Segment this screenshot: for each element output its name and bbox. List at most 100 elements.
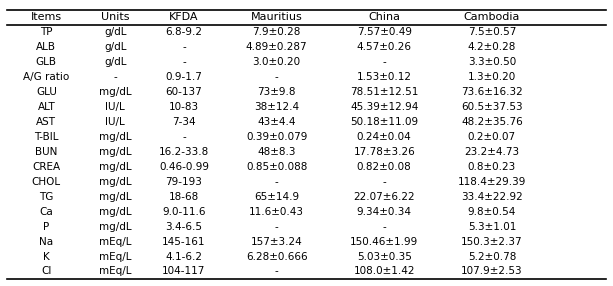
Text: 6.28±0.666: 6.28±0.666 bbox=[246, 251, 307, 261]
Text: mg/dL: mg/dL bbox=[99, 132, 131, 142]
Text: 1.3±0.20: 1.3±0.20 bbox=[468, 72, 516, 82]
Text: -: - bbox=[383, 177, 386, 187]
Text: 9.0-11.6: 9.0-11.6 bbox=[162, 207, 205, 217]
Text: mg/dL: mg/dL bbox=[99, 147, 131, 157]
Text: 38±12.4: 38±12.4 bbox=[254, 102, 299, 112]
Text: 0.46-0.99: 0.46-0.99 bbox=[159, 162, 209, 172]
Text: Ca: Ca bbox=[39, 207, 53, 217]
Text: 7-34: 7-34 bbox=[172, 117, 196, 127]
Text: GLU: GLU bbox=[36, 87, 57, 97]
Text: -: - bbox=[275, 72, 278, 82]
Text: 9.8±0.54: 9.8±0.54 bbox=[468, 207, 516, 217]
Text: -: - bbox=[182, 57, 186, 67]
Text: 10-83: 10-83 bbox=[169, 102, 199, 112]
Text: 18-68: 18-68 bbox=[169, 192, 199, 202]
Text: KFDA: KFDA bbox=[169, 12, 199, 22]
Text: Items: Items bbox=[31, 12, 62, 22]
Text: g/dL: g/dL bbox=[104, 42, 126, 52]
Text: Mauritius: Mauritius bbox=[251, 12, 302, 22]
Text: P: P bbox=[44, 222, 50, 232]
Text: g/dL: g/dL bbox=[104, 27, 126, 37]
Text: TG: TG bbox=[39, 192, 53, 202]
Text: AST: AST bbox=[36, 117, 56, 127]
Text: 16.2-33.8: 16.2-33.8 bbox=[159, 147, 209, 157]
Text: mEq/L: mEq/L bbox=[99, 251, 131, 261]
Text: 118.4±29.39: 118.4±29.39 bbox=[458, 177, 526, 187]
Text: 0.8±0.23: 0.8±0.23 bbox=[468, 162, 516, 172]
Text: Cambodia: Cambodia bbox=[463, 12, 520, 22]
Text: ALT: ALT bbox=[37, 102, 55, 112]
Text: 1.53±0.12: 1.53±0.12 bbox=[357, 72, 412, 82]
Text: 5.3±1.01: 5.3±1.01 bbox=[468, 222, 516, 232]
Text: 48.2±35.76: 48.2±35.76 bbox=[461, 117, 523, 127]
Text: 3.4-6.5: 3.4-6.5 bbox=[166, 222, 202, 232]
Text: 108.0±1.42: 108.0±1.42 bbox=[354, 267, 415, 277]
Text: 79-193: 79-193 bbox=[166, 177, 202, 187]
Text: 150.3±2.37: 150.3±2.37 bbox=[461, 237, 523, 247]
Text: A/G ratio: A/G ratio bbox=[23, 72, 69, 82]
Text: Cl: Cl bbox=[41, 267, 51, 277]
Text: GLB: GLB bbox=[36, 57, 57, 67]
Text: 0.2±0.07: 0.2±0.07 bbox=[468, 132, 516, 142]
Text: mg/dL: mg/dL bbox=[99, 207, 131, 217]
Text: 73.6±16.32: 73.6±16.32 bbox=[461, 87, 523, 97]
Text: -: - bbox=[113, 72, 117, 82]
Text: IU/L: IU/L bbox=[105, 102, 125, 112]
Text: mg/dL: mg/dL bbox=[99, 222, 131, 232]
Text: mg/dL: mg/dL bbox=[99, 177, 131, 187]
Text: 0.82±0.08: 0.82±0.08 bbox=[357, 162, 411, 172]
Text: 78.51±12.51: 78.51±12.51 bbox=[350, 87, 419, 97]
Text: 5.03±0.35: 5.03±0.35 bbox=[357, 251, 412, 261]
Text: -: - bbox=[182, 132, 186, 142]
Text: China: China bbox=[368, 12, 400, 22]
Text: mEq/L: mEq/L bbox=[99, 237, 131, 247]
Text: BUN: BUN bbox=[35, 147, 58, 157]
Text: 150.46±1.99: 150.46±1.99 bbox=[350, 237, 418, 247]
Text: T-BIL: T-BIL bbox=[34, 132, 59, 142]
Text: -: - bbox=[275, 222, 278, 232]
Text: TP: TP bbox=[40, 27, 53, 37]
Text: 4.2±0.28: 4.2±0.28 bbox=[468, 42, 516, 52]
Text: 4.89±0.287: 4.89±0.287 bbox=[246, 42, 307, 52]
Text: -: - bbox=[182, 42, 186, 52]
Text: mg/dL: mg/dL bbox=[99, 87, 131, 97]
Text: 5.2±0.78: 5.2±0.78 bbox=[468, 251, 516, 261]
Text: 0.39±0.079: 0.39±0.079 bbox=[246, 132, 307, 142]
Text: 45.39±12.94: 45.39±12.94 bbox=[350, 102, 419, 112]
Text: 65±14.9: 65±14.9 bbox=[254, 192, 299, 202]
Text: 145-161: 145-161 bbox=[162, 237, 205, 247]
Text: 3.0±0.20: 3.0±0.20 bbox=[253, 57, 300, 67]
Text: 4.1-6.2: 4.1-6.2 bbox=[166, 251, 202, 261]
Text: 11.6±0.43: 11.6±0.43 bbox=[249, 207, 304, 217]
Text: mg/dL: mg/dL bbox=[99, 192, 131, 202]
Text: -: - bbox=[383, 222, 386, 232]
Text: mg/dL: mg/dL bbox=[99, 162, 131, 172]
Text: 43±4.4: 43±4.4 bbox=[257, 117, 296, 127]
Text: 9.34±0.34: 9.34±0.34 bbox=[357, 207, 412, 217]
Text: 73±9.8: 73±9.8 bbox=[257, 87, 296, 97]
Text: 0.24±0.04: 0.24±0.04 bbox=[357, 132, 411, 142]
Text: 4.57±0.26: 4.57±0.26 bbox=[357, 42, 412, 52]
Text: 0.9-1.7: 0.9-1.7 bbox=[166, 72, 202, 82]
Text: 7.5±0.57: 7.5±0.57 bbox=[468, 27, 516, 37]
Text: Units: Units bbox=[101, 12, 129, 22]
Text: 104-117: 104-117 bbox=[162, 267, 205, 277]
Text: 6.8-9.2: 6.8-9.2 bbox=[166, 27, 202, 37]
Text: CREA: CREA bbox=[32, 162, 61, 172]
Text: -: - bbox=[275, 177, 278, 187]
Text: 0.85±0.088: 0.85±0.088 bbox=[246, 162, 307, 172]
Text: ALB: ALB bbox=[36, 42, 56, 52]
Text: 7.57±0.49: 7.57±0.49 bbox=[357, 27, 412, 37]
Text: -: - bbox=[275, 267, 278, 277]
Text: -: - bbox=[383, 57, 386, 67]
Text: 22.07±6.22: 22.07±6.22 bbox=[354, 192, 415, 202]
Text: 3.3±0.50: 3.3±0.50 bbox=[468, 57, 516, 67]
Text: IU/L: IU/L bbox=[105, 117, 125, 127]
Text: 157±3.24: 157±3.24 bbox=[251, 237, 302, 247]
Text: K: K bbox=[43, 251, 50, 261]
Text: 48±8.3: 48±8.3 bbox=[257, 147, 296, 157]
Text: 107.9±2.53: 107.9±2.53 bbox=[461, 267, 523, 277]
Text: 33.4±22.92: 33.4±22.92 bbox=[461, 192, 523, 202]
Text: 50.18±11.09: 50.18±11.09 bbox=[350, 117, 418, 127]
Text: 17.78±3.26: 17.78±3.26 bbox=[353, 147, 415, 157]
